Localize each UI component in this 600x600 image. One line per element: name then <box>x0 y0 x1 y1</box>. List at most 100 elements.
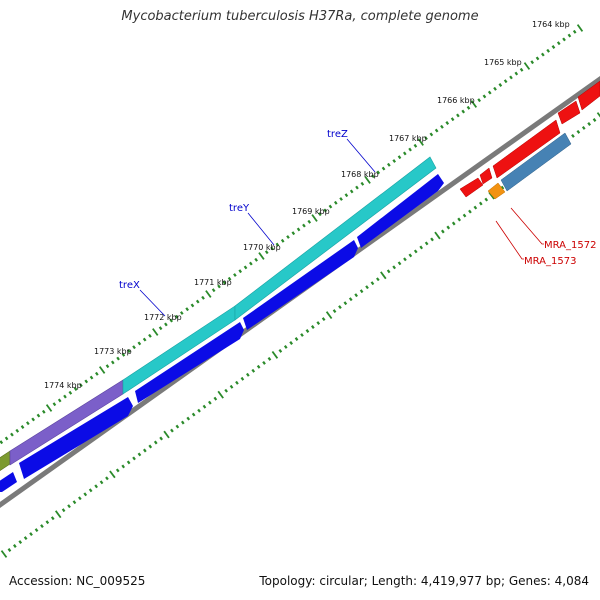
inner-tick <box>126 460 131 465</box>
inner-tick <box>413 249 418 254</box>
inner-tick <box>473 205 478 210</box>
outer-tick <box>450 117 455 122</box>
inner-tick <box>446 225 451 230</box>
gene-label-trex[interactable]: treX <box>119 280 140 291</box>
inner-tick <box>170 428 174 433</box>
outer-tick <box>98 366 106 374</box>
gene-blue-arrow-2[interactable] <box>19 397 133 479</box>
gene-label-trey[interactable]: treY <box>229 203 250 214</box>
gene-blue-arrow-3[interactable] <box>135 322 244 403</box>
gene-trey-trez-segment[interactable] <box>234 156 437 321</box>
outer-tick <box>461 109 466 114</box>
outer-tick <box>142 337 147 342</box>
inner-tick <box>40 524 44 529</box>
outer-tick <box>227 276 232 281</box>
inner-tick <box>175 424 180 429</box>
outer-tick <box>36 413 41 418</box>
outer-tick <box>174 314 179 319</box>
outer-tick <box>270 246 274 251</box>
inner-tick <box>434 231 441 240</box>
inner-tick <box>7 548 12 552</box>
gene-blue-arrow-4[interactable] <box>243 240 358 330</box>
trey-leader <box>247 212 275 246</box>
outer-tick <box>217 284 221 289</box>
outer-tick <box>413 143 418 148</box>
outer-tick <box>387 162 391 167</box>
gene-red-2[interactable] <box>557 100 581 125</box>
gene-blue-arrow-5[interactable] <box>357 174 444 248</box>
inner-tick <box>484 197 489 202</box>
outer-gene-track <box>0 156 437 472</box>
ruler-label-1774: 1774 kbp <box>44 381 82 390</box>
inner-tick <box>246 372 250 377</box>
outer-tick <box>535 56 540 61</box>
gene-steelblue[interactable] <box>500 132 572 192</box>
gene-red-3[interactable] <box>577 80 600 111</box>
gene-olive-segment[interactable] <box>0 450 11 472</box>
inner-tick <box>240 376 245 381</box>
inner-tick <box>163 430 170 439</box>
outer-tick <box>41 409 46 414</box>
outer-tick <box>254 257 258 262</box>
outer-tick <box>523 62 531 70</box>
inner-tick <box>325 311 333 320</box>
outer-tick <box>482 94 487 99</box>
inner-tick <box>34 528 39 533</box>
gene-red-1[interactable] <box>492 119 561 179</box>
outer-tick <box>211 288 216 293</box>
inner-tick <box>186 416 191 421</box>
outer-tick <box>4 436 9 441</box>
inner-tick <box>18 540 23 544</box>
ruler-label-1768: 1768 kbp <box>341 170 379 179</box>
outer-tick <box>493 86 497 91</box>
outer-tick <box>392 159 397 163</box>
inner-tick <box>61 508 66 513</box>
outer-tick <box>195 299 200 304</box>
inner-tick <box>132 456 136 461</box>
inner-tick <box>571 133 575 138</box>
inner-tick <box>148 444 153 449</box>
inner-tick <box>54 510 62 519</box>
outer-tick <box>470 100 478 108</box>
gene-label-mra1573[interactable]: MRA_1573 <box>524 256 576 267</box>
outer-tick <box>179 311 184 315</box>
outer-tick <box>0 440 4 445</box>
outer-tick <box>417 138 424 146</box>
outer-tick <box>572 29 577 34</box>
outer-tick <box>376 170 381 175</box>
outer-tick <box>434 128 439 133</box>
outer-tick <box>519 67 524 72</box>
outer-tick <box>205 290 212 298</box>
outer-tick <box>137 341 142 346</box>
inner-tick <box>0 550 8 558</box>
outer-tick <box>562 37 566 42</box>
outer-tick <box>318 212 322 217</box>
inner-tick <box>217 390 224 399</box>
inner-tick <box>365 285 369 290</box>
inner-tick <box>256 364 261 369</box>
inner-tick <box>451 221 456 226</box>
inner-tick <box>311 325 315 329</box>
outer-tick <box>57 398 62 403</box>
outer-tick <box>397 155 402 160</box>
gene-blue-arrow-1[interactable] <box>0 472 17 492</box>
outer-tick <box>551 45 556 49</box>
inner-tick <box>251 368 256 373</box>
inner-tick <box>109 470 116 479</box>
outer-tick <box>323 208 327 213</box>
gene-orange[interactable] <box>487 182 506 200</box>
outer-tick <box>132 345 136 350</box>
outer-tick <box>258 252 265 260</box>
outer-tick <box>364 176 371 184</box>
inner-tick <box>592 118 597 122</box>
outer-tick <box>95 371 99 376</box>
inner-tick <box>376 277 380 282</box>
outer-tick <box>238 269 243 274</box>
gene-red-4[interactable] <box>479 167 493 185</box>
inner-tick <box>262 360 266 365</box>
gene-label-trez[interactable]: treZ <box>327 129 348 140</box>
outer-tick <box>487 90 492 95</box>
gene-red-5[interactable] <box>459 177 484 198</box>
mra1572-leader <box>510 207 544 245</box>
gene-label-mra1572[interactable]: MRA_1572 <box>544 240 596 251</box>
